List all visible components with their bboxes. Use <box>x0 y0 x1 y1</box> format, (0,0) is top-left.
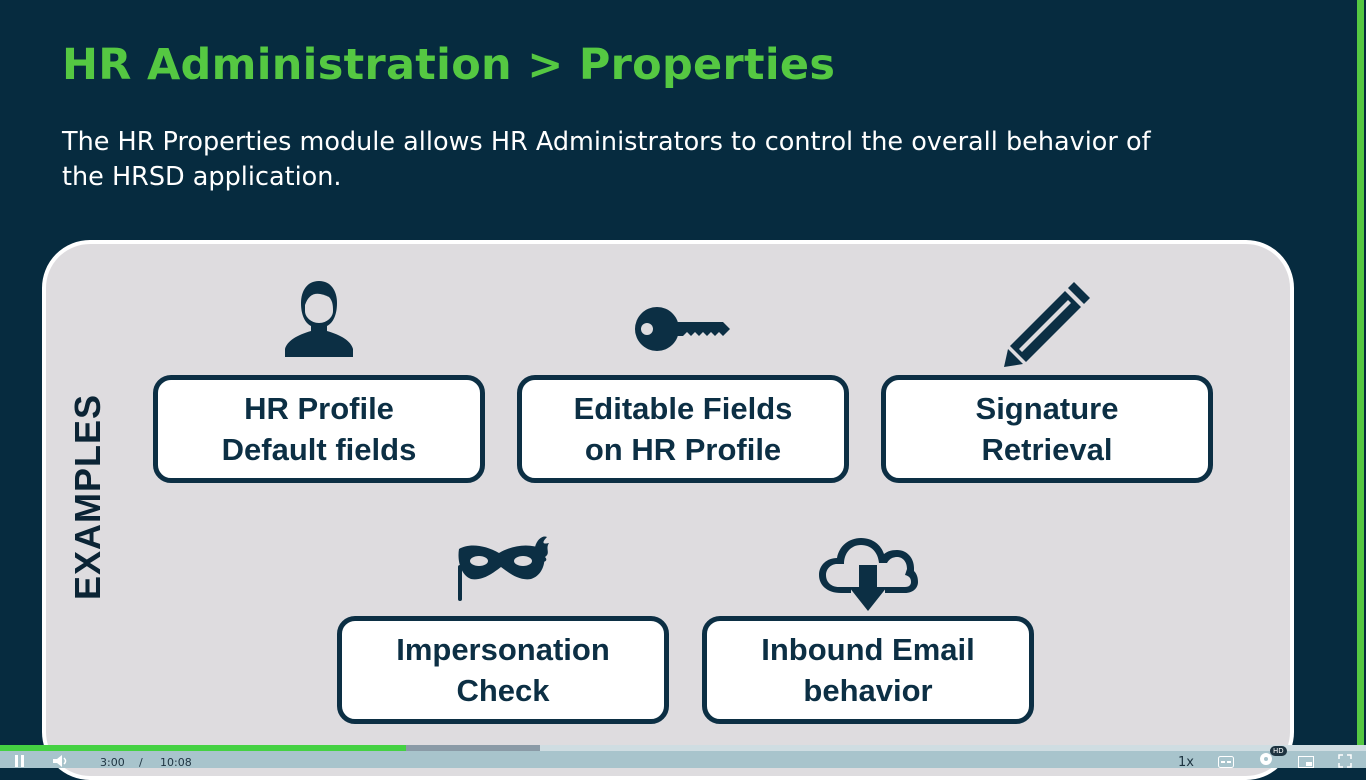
progress-played <box>0 745 406 751</box>
card-inbound-email-behavior[interactable]: Inbound Email behavior <box>702 616 1034 724</box>
captions-icon[interactable] <box>1218 753 1234 772</box>
card-label-line2: Retrieval <box>981 432 1113 467</box>
key-icon <box>633 305 733 353</box>
person-icon <box>283 277 355 357</box>
volume-icon[interactable] <box>52 753 68 772</box>
settings-icon[interactable] <box>1258 751 1274 771</box>
playback-speed-button[interactable]: 1x <box>1178 755 1194 770</box>
card-label-line1: Editable Fields <box>573 391 793 426</box>
mask-icon <box>455 535 553 603</box>
card-label-line1: Inbound Email <box>761 632 975 667</box>
cloud-download-icon <box>817 535 919 613</box>
right-accent-bar <box>1357 0 1364 745</box>
current-time: 3:00 <box>100 756 125 769</box>
pencil-icon <box>1002 278 1094 368</box>
fullscreen-icon[interactable] <box>1338 753 1352 772</box>
card-impersonation-check[interactable]: Impersonation Check <box>337 616 669 724</box>
time-separator: / <box>139 756 143 769</box>
card-label-line2: on HR Profile <box>584 432 782 467</box>
card-label-line1: Signature <box>975 391 1119 426</box>
duration: 10:08 <box>160 756 192 769</box>
card-label-line2: Default fields <box>221 432 417 467</box>
slide-description: The HR Properties module allows HR Admin… <box>62 127 1151 192</box>
card-label-line2: Check <box>456 673 550 708</box>
card-label-line2: behavior <box>803 673 933 708</box>
card-label-line1: Impersonation <box>396 632 610 667</box>
examples-label: EXAMPLES <box>67 393 108 601</box>
pause-icon[interactable] <box>14 753 26 772</box>
card-editable-fields[interactable]: Editable Fields on HR Profile <box>517 375 849 483</box>
picture-in-picture-icon[interactable] <box>1298 753 1314 772</box>
quality-badge: HD <box>1270 746 1287 756</box>
card-label-line1: HR Profile <box>244 391 394 426</box>
card-hr-profile-default-fields[interactable]: HR Profile Default fields <box>153 375 485 483</box>
card-signature-retrieval[interactable]: Signature Retrieval <box>881 375 1213 483</box>
slide-title: HR Administration > Properties <box>62 40 836 90</box>
video-controls: 3:00 / 10:08 1x HD <box>0 745 1366 771</box>
progress-track[interactable] <box>0 745 1366 751</box>
